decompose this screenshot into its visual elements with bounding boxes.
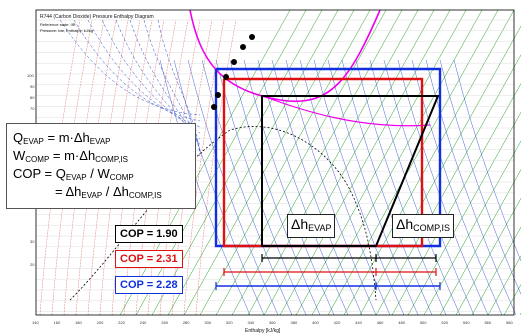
y-tick: 20 — [30, 262, 34, 267]
grid-curve — [342, 60, 432, 315]
x-tick: 220 — [118, 320, 125, 325]
equation-cop: COP = QEVAP / WCOMP — [13, 167, 134, 184]
x-tick: 440 — [355, 320, 362, 325]
x-tick: 180 — [75, 320, 82, 325]
x-tick: 400 — [312, 320, 319, 325]
y-tick: 90 — [30, 84, 34, 89]
grid-curve — [314, 60, 404, 315]
diagram-subtitle-1: Reference state: IIR — [40, 22, 76, 27]
x-tick: 340 — [247, 320, 254, 325]
dh-evap-label: ΔhEVAP — [287, 214, 335, 238]
grid-line — [408, 10, 521, 315]
x-tick: 360 — [269, 320, 276, 325]
grid-line — [248, 10, 418, 315]
y-tick: 100 — [27, 73, 34, 78]
equation-q: QEVAP = m·ΔhEVAP — [13, 131, 111, 148]
cop-value-red: COP = 2.31 — [115, 250, 183, 268]
x-tick: 520 — [441, 320, 448, 325]
diagram-title: R744 (Carbon Dioxide) Pressure Enthalpy … — [40, 14, 154, 20]
dh-comp-is-label: ΔhCOMP,IS — [392, 214, 454, 238]
grid-line — [200, 10, 370, 315]
grid-line — [344, 10, 514, 315]
equation-cop-dh: = ΔhEVAP / ΔhCOMP,IS — [55, 185, 162, 202]
grid-curve — [328, 60, 418, 315]
cop-value-black: COP = 1.90 — [115, 225, 183, 243]
diagram-subtitle-2: Pressure: bar, Enthalpy: kJ/kg — [40, 28, 93, 33]
grid-curve — [440, 60, 521, 315]
grid-line — [264, 10, 434, 315]
x-tick: 380 — [291, 320, 298, 325]
x-tick: 240 — [140, 320, 147, 325]
x-tick: 140 — [32, 320, 39, 325]
grid-curve — [286, 60, 376, 315]
grid-curve — [188, 60, 278, 315]
grid-curve — [116, 20, 200, 139]
x-tick: 320 — [226, 320, 233, 325]
x-tick: 540 — [463, 320, 470, 325]
grid-curve — [102, 20, 200, 133]
x-tick: 280 — [183, 320, 190, 325]
x-tick: 500 — [420, 320, 427, 325]
x-axis-label: Enthalpy [kJ/kg] — [245, 328, 280, 334]
y-tick: 80 — [30, 95, 34, 100]
equations-box: QEVAP = m·ΔhEVAP WCOMP = m·ΔhCOMP,IS COP… — [6, 123, 196, 209]
y-tick: 70 — [30, 106, 34, 111]
x-tick: 260 — [161, 320, 168, 325]
grid-curve — [230, 60, 320, 315]
x-tick: 480 — [398, 320, 405, 325]
grid-line — [312, 10, 482, 315]
grid-line — [280, 10, 450, 315]
grid-line — [328, 10, 498, 315]
x-tick: 560 — [484, 320, 491, 325]
equation-w: WCOMP = m·ΔhCOMP,IS — [13, 149, 128, 166]
cop-value-blue: COP = 2.28 — [115, 276, 183, 294]
x-tick: 300 — [204, 320, 211, 325]
x-tick: 580 — [506, 320, 513, 325]
x-tick: 160 — [54, 320, 61, 325]
grid-line — [504, 10, 521, 315]
magenta-isotherm — [190, 10, 380, 101]
y-tick: 30 — [30, 239, 34, 244]
grid-line — [376, 10, 521, 315]
grid-line — [216, 10, 386, 315]
grid-curve — [60, 20, 200, 115]
grid-curve — [412, 60, 502, 315]
x-tick: 200 — [97, 320, 104, 325]
x-tick: 460 — [377, 320, 384, 325]
grid-curve — [398, 60, 488, 315]
x-tick: 420 — [334, 320, 341, 325]
